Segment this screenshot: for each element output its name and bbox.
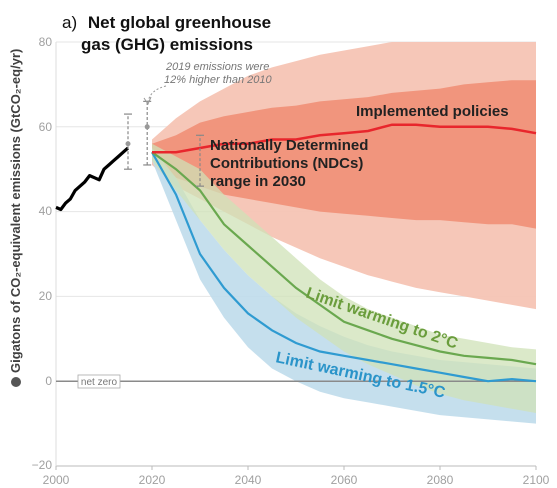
limit-2c-band: [152, 143, 536, 414]
y-tick-label: 80: [39, 35, 53, 49]
ndc-annotation-line2: Contributions (NDCs): [210, 155, 363, 172]
limit-15c-line: [151, 151, 537, 383]
annotation-2019-line2: 12% higher than 2010: [164, 74, 273, 86]
x-tick-label: 2100: [523, 473, 550, 487]
x-tick-label: 2000: [43, 473, 70, 487]
uncertainty-bar-point: [144, 124, 150, 130]
y-tick-label: 0: [45, 374, 52, 388]
x-tick-label: 2020: [139, 473, 166, 487]
tick-labels: 2000 2020 2040 2060 2080 2100 80 60 40 2…: [32, 35, 550, 487]
marks: [124, 85, 204, 187]
title-line-1: Net global greenhouse: [88, 13, 271, 32]
y-tick-label: 60: [39, 120, 53, 134]
ndc-annotation-line3: range in 2030: [210, 173, 306, 190]
x-tick-label: 2080: [427, 473, 454, 487]
implemented-policies-label: Implemented policies: [356, 103, 509, 120]
historical-emissions-line: [55, 146, 130, 212]
ndc-annotation-line1: Nationally Determined: [210, 137, 368, 154]
scenario-lines: [55, 123, 537, 383]
implemented-policies-line: [152, 123, 537, 154]
chart-title: a) Net global greenhouse: [62, 13, 271, 32]
y-axis-label: Gigatons of CO₂-equivalent emissions (Gt…: [8, 49, 23, 373]
uncertainty-bar: [124, 113, 132, 170]
annotation-arrowhead: [143, 96, 152, 106]
net-zero-label-box: [77, 374, 121, 389]
scenario-bands: [152, 42, 536, 424]
y-tick-label: −20: [32, 458, 53, 472]
uncertainty-bar: [143, 100, 152, 166]
info-dot-icon: [11, 377, 21, 387]
y-tick-label: 20: [39, 289, 53, 303]
annotation-arrow: [147, 85, 167, 103]
y-tick-label: 40: [39, 204, 53, 218]
title-line-2: gas (GHG) emissions: [81, 35, 253, 54]
y-axis-label-group: Gigatons of CO₂-equivalent emissions (Gt…: [8, 49, 23, 387]
implemented-policies-inner-band: [152, 80, 536, 229]
panel-label: a): [62, 13, 77, 32]
annotation-2019-line1: 2019 emissions were: [165, 61, 269, 73]
uncertainty-bar-point: [125, 141, 131, 147]
ndc-range-bar: [196, 134, 204, 187]
x-tick-label: 2040: [235, 473, 262, 487]
limit-2c-line: [151, 151, 537, 366]
net-zero-label: net zero: [81, 377, 118, 388]
x-tick-label: 2060: [331, 473, 358, 487]
